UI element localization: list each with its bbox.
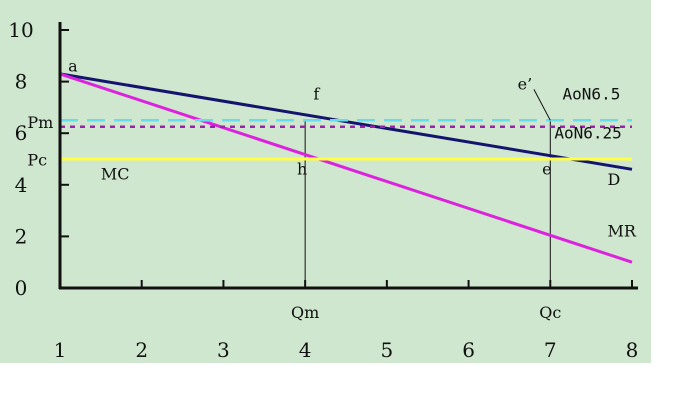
annotation-pc-9: Pc	[27, 150, 47, 169]
annotation-pm-8: Pm	[27, 113, 53, 132]
y-tick-label-8: 8	[15, 70, 28, 94]
x-tick-label-1: 1	[54, 338, 67, 362]
annotation-d-5: D	[607, 170, 620, 189]
y-tick-label-0: 0	[15, 276, 28, 300]
y-tick-label-10: 10	[8, 18, 33, 42]
economics-chart: 1 2 3 4 5 6 7 8 0 2 4 6 8 10 Qm Qc a f h e e’ D MR MC Pm Pc AoN6.5…	[0, 0, 651, 363]
y-tick-label-2: 2	[15, 224, 28, 248]
annotation-mr-6: MR	[607, 221, 636, 240]
annotation-f-1: f	[313, 85, 320, 104]
annotation-aon6-5-10: AoN6.5	[563, 85, 621, 104]
annotation-aon6-25-11: AoN6.25	[554, 123, 621, 142]
x-tick-label-6: 6	[462, 338, 475, 362]
chart-panel: 1 2 3 4 5 6 7 8 0 2 4 6 8 10 Qm Qc a f h e e’ D MR MC Pm Pc AoN6.5…	[0, 0, 651, 363]
mr-line	[59, 72, 633, 264]
leader-line	[533, 89, 551, 121]
x-tick-label-4: 4	[299, 338, 312, 362]
annotation-h-2: h	[297, 159, 307, 178]
d-line	[59, 72, 633, 171]
quantity-label-qc: Qc	[539, 303, 561, 322]
annotation-e-3: e	[542, 159, 551, 178]
x-tick-label-3: 3	[217, 338, 230, 362]
x-tick-label-7: 7	[544, 338, 557, 362]
y-tick-label-6: 6	[15, 121, 28, 145]
quantity-label-qm: Qm	[291, 303, 319, 322]
annotation-mc-7: MC	[101, 165, 130, 184]
annotation-a-0: a	[68, 56, 78, 75]
x-tick-label-2: 2	[135, 338, 148, 362]
plot-background	[0, 0, 651, 363]
y-tick-label-4: 4	[15, 173, 28, 197]
x-tick-label-5: 5	[380, 338, 393, 362]
x-tick-label-8: 8	[626, 338, 639, 362]
annotation-e-4: e’	[518, 74, 533, 93]
